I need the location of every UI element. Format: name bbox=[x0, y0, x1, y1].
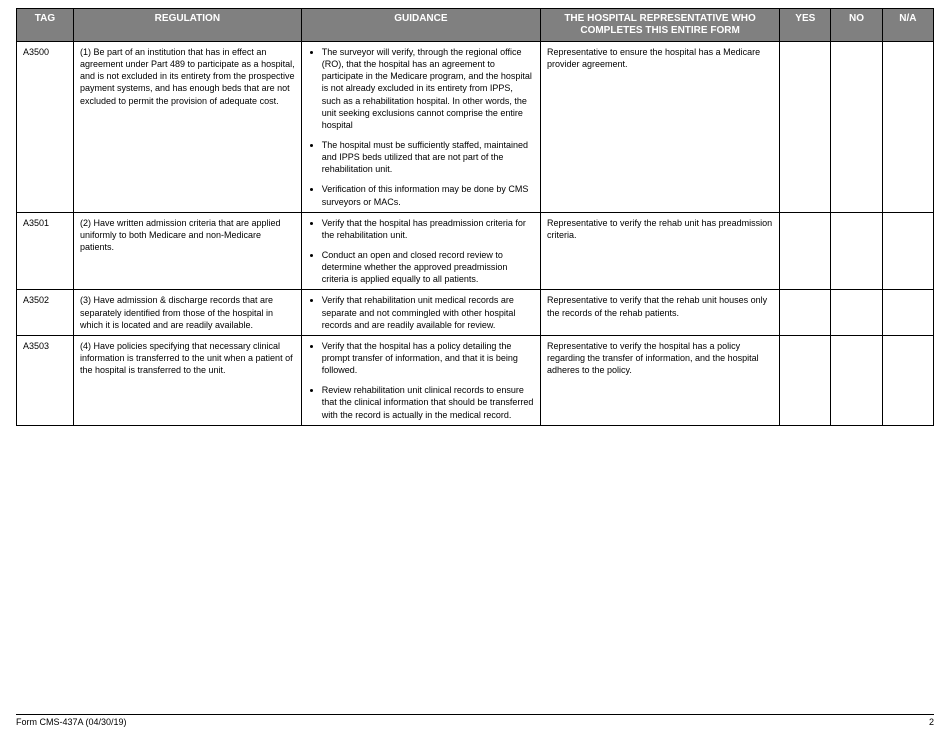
cell-rep: Representative to ensure the hospital ha… bbox=[540, 42, 779, 213]
table-row: A3502(3) Have admission & discharge reco… bbox=[17, 290, 934, 335]
table-body: A3500(1) Be part of an institution that … bbox=[17, 42, 934, 426]
footer-form-id: Form CMS-437A (04/30/19) bbox=[16, 717, 127, 727]
guidance-list: The surveyor will verify, through the re… bbox=[308, 46, 534, 208]
footer-page-num: 2 bbox=[929, 717, 934, 727]
col-header-tag: TAG bbox=[17, 9, 74, 42]
cell-regulation: (4) Have policies specifying that necess… bbox=[73, 335, 301, 425]
guidance-list: Verify that the hospital has preadmissio… bbox=[308, 217, 534, 286]
cell-guidance: Verify that the hospital has a policy de… bbox=[301, 335, 540, 425]
cell-yes[interactable] bbox=[780, 335, 831, 425]
cell-guidance: Verify that rehabilitation unit medical … bbox=[301, 290, 540, 335]
page-footer: Form CMS-437A (04/30/19) 2 bbox=[16, 714, 934, 727]
cell-tag: A3501 bbox=[17, 212, 74, 290]
cell-guidance: The surveyor will verify, through the re… bbox=[301, 42, 540, 213]
cell-no[interactable] bbox=[831, 290, 882, 335]
cell-rep: Representative to verify that the rehab … bbox=[540, 290, 779, 335]
col-header-na: N/A bbox=[882, 9, 933, 42]
guidance-item: Conduct an open and closed record review… bbox=[322, 249, 534, 285]
cell-na[interactable] bbox=[882, 212, 933, 290]
table-row: A3500(1) Be part of an institution that … bbox=[17, 42, 934, 213]
col-header-no: NO bbox=[831, 9, 882, 42]
cell-na[interactable] bbox=[882, 42, 933, 213]
form-page: TAG REGULATION GUIDANCE THE HOSPITAL REP… bbox=[0, 0, 950, 733]
cell-yes[interactable] bbox=[780, 42, 831, 213]
guidance-item: Review rehabilitation unit clinical reco… bbox=[322, 384, 534, 420]
table-row: A3503(4) Have policies specifying that n… bbox=[17, 335, 934, 425]
guidance-item: The hospital must be sufficiently staffe… bbox=[322, 139, 534, 175]
col-header-guidance: GUIDANCE bbox=[301, 9, 540, 42]
col-header-yes: YES bbox=[780, 9, 831, 42]
cell-na[interactable] bbox=[882, 335, 933, 425]
cell-tag: A3503 bbox=[17, 335, 74, 425]
guidance-item: Verify that rehabilitation unit medical … bbox=[322, 294, 534, 330]
cell-regulation: (2) Have written admission criteria that… bbox=[73, 212, 301, 290]
cell-rep: Representative to verify the rehab unit … bbox=[540, 212, 779, 290]
guidance-item: Verification of this information may be … bbox=[322, 183, 534, 207]
cell-no[interactable] bbox=[831, 335, 882, 425]
cell-tag: A3500 bbox=[17, 42, 74, 213]
cell-no[interactable] bbox=[831, 42, 882, 213]
guidance-item: Verify that the hospital has preadmissio… bbox=[322, 217, 534, 241]
guidance-list: Verify that rehabilitation unit medical … bbox=[308, 294, 534, 330]
cell-yes[interactable] bbox=[780, 290, 831, 335]
cell-guidance: Verify that the hospital has preadmissio… bbox=[301, 212, 540, 290]
compliance-table: TAG REGULATION GUIDANCE THE HOSPITAL REP… bbox=[16, 8, 934, 426]
table-row: A3501(2) Have written admission criteria… bbox=[17, 212, 934, 290]
guidance-item: The surveyor will verify, through the re… bbox=[322, 46, 534, 131]
guidance-item: Verify that the hospital has a policy de… bbox=[322, 340, 534, 376]
cell-yes[interactable] bbox=[780, 212, 831, 290]
col-header-rep: THE HOSPITAL REPRESENTATIVE WHO COMPLETE… bbox=[540, 9, 779, 42]
cell-rep: Representative to verify the hospital ha… bbox=[540, 335, 779, 425]
cell-na[interactable] bbox=[882, 290, 933, 335]
table-header-row: TAG REGULATION GUIDANCE THE HOSPITAL REP… bbox=[17, 9, 934, 42]
guidance-list: Verify that the hospital has a policy de… bbox=[308, 340, 534, 421]
cell-regulation: (1) Be part of an institution that has i… bbox=[73, 42, 301, 213]
cell-regulation: (3) Have admission & discharge records t… bbox=[73, 290, 301, 335]
col-header-regulation: REGULATION bbox=[73, 9, 301, 42]
cell-tag: A3502 bbox=[17, 290, 74, 335]
cell-no[interactable] bbox=[831, 212, 882, 290]
